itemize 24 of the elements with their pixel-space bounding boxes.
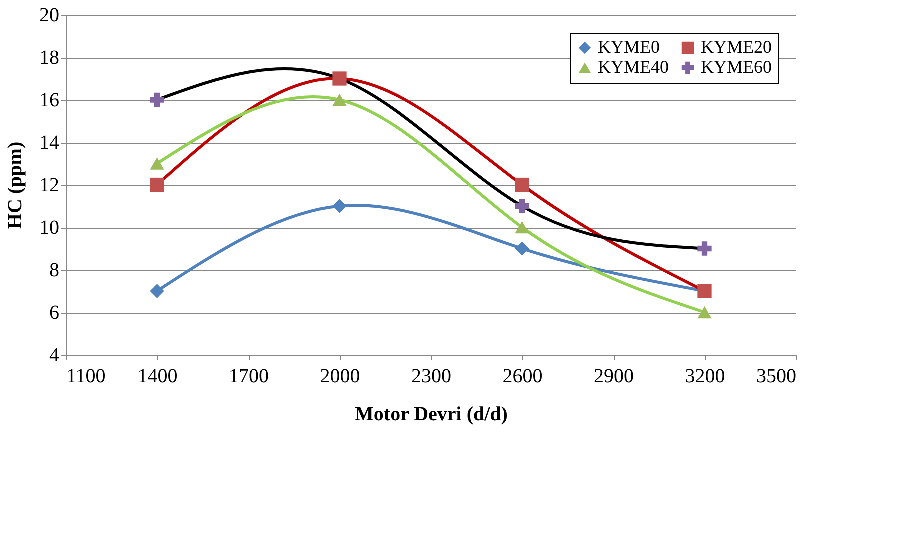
x-tick-label: 1100	[66, 366, 106, 388]
y-tick-label: 10	[40, 217, 60, 239]
x-tick-label: 3500	[756, 366, 796, 388]
y-tick-label: 20	[40, 4, 60, 26]
x-tick-label: 2000	[320, 366, 360, 388]
x-tick-label: 1400	[138, 366, 178, 388]
y-tick-label: 12	[40, 174, 60, 196]
y-tick-label: 6	[50, 302, 60, 324]
y-tick-label: 8	[50, 260, 60, 282]
y-tick-label: 18	[40, 47, 60, 69]
x-tick-label: 3200	[685, 366, 726, 388]
x-tick-label: 2300	[412, 366, 452, 388]
legend-label: KYME20	[701, 37, 772, 57]
x-tick-label: 2600	[502, 366, 543, 388]
legend-label: KYME40	[598, 57, 669, 77]
y-tick-label: 4	[50, 344, 60, 366]
x-tick-label: 2900	[594, 366, 634, 388]
legend-label: KYME0	[598, 37, 660, 57]
y-axis-title: HC (ppm)	[4, 142, 26, 230]
y-tick-label: 16	[40, 90, 60, 112]
x-tick-label: 1700	[229, 366, 269, 388]
legend-label: KYME60	[701, 57, 772, 77]
y-tick-label: 14	[40, 132, 60, 154]
x-axis-title: Motor Devri (d/d)	[355, 404, 508, 426]
